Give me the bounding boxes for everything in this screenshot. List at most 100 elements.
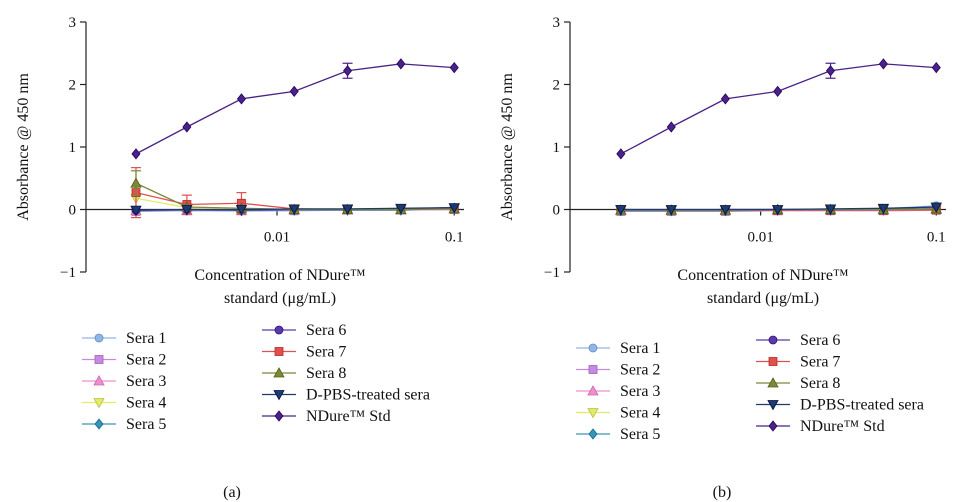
data-point bbox=[235, 205, 248, 216]
legend-item: Sera 7 bbox=[756, 354, 840, 371]
data-point bbox=[877, 203, 890, 215]
x-axis-label-line2: standard (μg/mL) bbox=[707, 290, 819, 307]
legend-swatch-marker bbox=[768, 335, 778, 345]
data-point bbox=[236, 93, 246, 105]
legend-item: Sera 7 bbox=[262, 344, 346, 361]
data-point bbox=[771, 205, 784, 216]
legend-swatch-marker bbox=[588, 343, 598, 353]
y-tick-label: 1 bbox=[553, 140, 561, 156]
y-axis-label: Absorbance @ 450 nm bbox=[499, 73, 516, 221]
y-axis-label: Absorbance @ 450 nm bbox=[15, 73, 32, 221]
series-line bbox=[135, 63, 455, 155]
data-point bbox=[396, 58, 406, 70]
legend-item: Sera 2 bbox=[576, 362, 660, 379]
x-tick-label: 0.1 bbox=[445, 230, 464, 246]
legend-swatch-marker bbox=[768, 357, 778, 366]
y-tick-label: 3 bbox=[553, 15, 561, 31]
data-point bbox=[395, 203, 407, 215]
legend-item: Sera 8 bbox=[756, 375, 840, 392]
legend-item: Sera 5 bbox=[576, 426, 660, 443]
data-point bbox=[616, 148, 626, 160]
data-point bbox=[343, 65, 353, 77]
data-point bbox=[878, 58, 888, 70]
legend-label: Sera 6 bbox=[306, 322, 346, 339]
legend-label: Sera 7 bbox=[800, 354, 840, 371]
legend-label: Sera 5 bbox=[620, 426, 660, 443]
legend-swatch-marker bbox=[767, 377, 779, 388]
data-point bbox=[826, 65, 836, 77]
data-point bbox=[288, 204, 300, 215]
legend-swatch-marker bbox=[93, 398, 105, 409]
panel-label-a: (a) bbox=[223, 484, 241, 501]
legend-label: NDure™ Std bbox=[306, 408, 391, 425]
legend-label: Sera 6 bbox=[800, 332, 840, 349]
legend-label: Sera 8 bbox=[306, 365, 346, 382]
legend-a: Sera 1 Sera 2 Sera 3 Sera 4 Sera 5 Sera 6 Sera… bbox=[82, 322, 430, 433]
x-tick-label: 0.01 bbox=[748, 230, 774, 246]
legend-label: Sera 8 bbox=[800, 375, 840, 392]
legend-swatch-marker bbox=[587, 408, 599, 419]
data-point bbox=[131, 148, 141, 160]
legend-label: Sera 1 bbox=[126, 330, 166, 347]
data-point bbox=[449, 61, 459, 74]
data-point bbox=[448, 203, 460, 214]
y-tick-label: −1 bbox=[60, 265, 76, 281]
legend-item: Sera 1 bbox=[576, 340, 660, 357]
series-line bbox=[620, 63, 937, 155]
data-point bbox=[665, 205, 677, 216]
legend-swatch-marker bbox=[94, 355, 104, 364]
y-tick-label: −1 bbox=[544, 265, 560, 281]
legend-label: Sera 5 bbox=[126, 416, 166, 433]
legend-label: Sera 2 bbox=[126, 352, 166, 369]
x-axis-label-line1: Concentration of NDure™ bbox=[677, 267, 849, 284]
legend-item: Sera 5 bbox=[82, 416, 166, 433]
chart-panel-b: −1 0 1 2 3 0.01 0.1 Absorbance @ 450 nm Concentr… bbox=[499, 15, 946, 443]
series-ndure-std bbox=[616, 58, 941, 160]
legend-label: D-PBS-treated sera bbox=[306, 387, 430, 404]
legend-item: Sera 8 bbox=[262, 365, 346, 382]
legend-swatch-marker bbox=[274, 410, 284, 422]
data-point bbox=[130, 177, 142, 188]
legend-swatch-marker bbox=[274, 325, 284, 335]
data-point bbox=[931, 61, 941, 74]
legend-item: Sera 2 bbox=[82, 352, 166, 369]
legend-item: Sera 1 bbox=[82, 330, 166, 347]
legend-item: D-PBS-treated sera bbox=[262, 387, 430, 404]
y-tick-label: 0 bbox=[553, 203, 561, 219]
series-d-pbs-treated-sera bbox=[615, 202, 942, 216]
data-point bbox=[720, 93, 730, 105]
x-tick-label: 0.01 bbox=[264, 230, 290, 246]
legend-item: Sera 4 bbox=[576, 405, 660, 422]
legend-item: Sera 4 bbox=[82, 395, 166, 412]
legend-item: Sera 3 bbox=[576, 383, 660, 400]
legend-label: Sera 2 bbox=[620, 362, 660, 379]
legend-label: D-PBS-treated sera bbox=[800, 397, 924, 414]
legend-label: Sera 4 bbox=[620, 405, 660, 422]
panel-label-b: (b) bbox=[713, 484, 732, 501]
y-tick-label: 0 bbox=[69, 203, 77, 219]
legend-item: Sera 3 bbox=[82, 373, 166, 390]
legend-item: Sera 6 bbox=[756, 332, 840, 349]
data-point bbox=[130, 205, 142, 216]
data-point bbox=[615, 205, 627, 216]
legend-swatch-marker bbox=[93, 375, 105, 386]
legend-b: Sera 1 Sera 2 Sera 3 Sera 4 Sera 5 Sera 6 Sera… bbox=[576, 332, 924, 443]
data-point bbox=[341, 204, 354, 215]
series-ndure-std bbox=[131, 58, 459, 160]
legend-swatch-marker bbox=[273, 390, 285, 401]
legend-label: NDure™ Std bbox=[800, 418, 885, 435]
legend-item: NDure™ Std bbox=[262, 408, 391, 425]
x-axis-label-line2: standard (μg/mL) bbox=[224, 290, 336, 307]
legend-swatch-marker bbox=[94, 418, 104, 430]
legend-swatch-marker bbox=[587, 385, 599, 396]
y-tick-label: 2 bbox=[69, 78, 77, 94]
data-point bbox=[773, 85, 783, 98]
legend-swatch-marker bbox=[767, 400, 779, 411]
legend-item: NDure™ Std bbox=[756, 418, 885, 435]
data-point bbox=[182, 121, 192, 133]
y-tick-label: 1 bbox=[69, 140, 77, 156]
data-point bbox=[666, 121, 676, 133]
y-tick-label: 2 bbox=[553, 78, 561, 94]
legend-swatch-marker bbox=[94, 333, 104, 343]
legend-swatch-marker bbox=[768, 420, 778, 432]
